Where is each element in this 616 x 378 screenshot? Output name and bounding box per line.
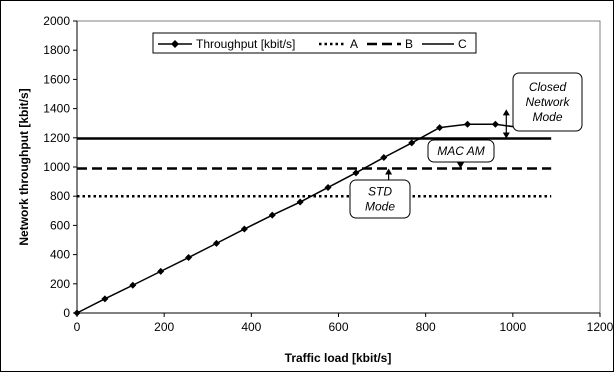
y-tick-label: 200 [50,277,70,291]
y-tick-label: 400 [50,248,70,262]
x-tick-label: 600 [328,320,348,334]
x-tick-label: 0 [74,320,81,334]
legend-throughput-label: Throughput [kbit/s] [196,37,295,51]
series-line-throughput-kbit-s [76,123,552,314]
y-tick-label: 1000 [43,160,70,174]
data-point-throughput-kbit-s [436,124,444,132]
data-point-throughput-kbit-s [212,239,220,247]
data-point-throughput-kbit-s [157,267,165,275]
annotation-text: Network [525,95,570,109]
legend: Throughput [kbit/s] A B C [152,32,477,54]
annotation-arrowhead-down [457,162,465,169]
annotation-text: Closed [529,80,567,94]
y-tick-label: 1800 [43,43,70,57]
data-point-throughput-kbit-s [380,154,388,162]
x-tick-label: 200 [154,320,174,334]
x-tick-label: 800 [416,320,436,334]
legend-throughput-marker [171,40,179,48]
y-tick-label: 0 [63,306,70,320]
annotation-text: MAC AM [437,144,485,158]
data-point-throughput-kbit-s [464,120,472,128]
y-axis-title: Network throughput [kbit/s] [17,88,31,245]
annotation-text: Mode [365,200,395,214]
x-tick-label: 1200 [587,320,614,334]
y-tick-label: 2000 [43,14,70,28]
annotation-text: STD [368,185,392,199]
annotation-box [512,72,583,132]
legend-box [152,32,477,54]
data-point-throughput-kbit-s [268,211,276,219]
y-tick-label: 1200 [43,131,70,145]
annotation-box [349,179,411,219]
x-tick-label: 1000 [499,320,526,334]
data-point-throughput-kbit-s [240,225,248,233]
data-point-throughput-kbit-s [324,183,332,191]
legend-a-label: A [350,37,358,51]
data-point-throughput-kbit-s [408,139,416,147]
y-tick-label: 1400 [43,102,70,116]
annotation-mac: MAC AM [427,138,495,169]
data-point-throughput-kbit-s [352,169,360,177]
y-tick-label: 600 [50,218,70,232]
legend-c-label: C [458,37,467,51]
annotation-text: Mode [532,110,562,124]
legend-b-label: B [405,37,413,51]
annotation-box [427,139,495,163]
annotation-arrowhead-up [502,109,510,116]
data-point-throughput-kbit-s [296,198,304,206]
annotation-arrowhead-up [385,168,393,175]
data-point-throughput-kbit-s [185,254,193,262]
data-point-throughput-kbit-s [101,295,109,303]
data-point-throughput-kbit-s [73,309,81,317]
axes: 0 200 400 600 800 1000 1200 0 200 400 600 800 1000 12… [43,14,613,334]
annotation-arrowhead-down [502,132,510,139]
x-axis-title: Traffic load [kbit/s] [285,351,392,365]
x-tick-label: 400 [241,320,261,334]
y-tick-label: 800 [50,189,70,203]
data-point-throughput-kbit-s [491,120,499,128]
series-layer [73,120,555,317]
y-tick-label: 1600 [43,72,70,86]
plot-area [76,20,601,314]
data-point-throughput-kbit-s [129,281,137,289]
